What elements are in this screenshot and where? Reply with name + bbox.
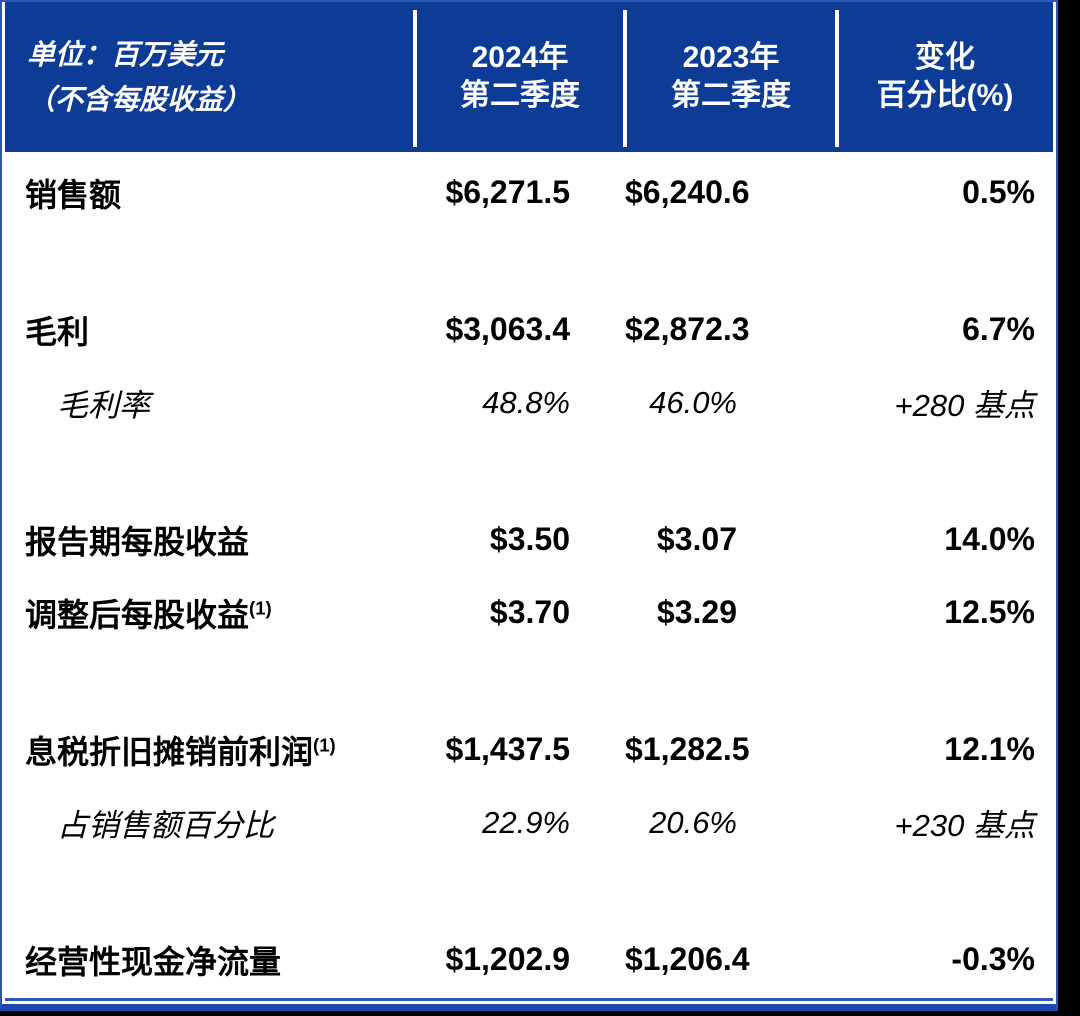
bottom-accent-line bbox=[5, 998, 1053, 1001]
table-row: 报告期每股收益 $3.50 $3.07 14.0% bbox=[5, 503, 1053, 576]
value-q2-2024: $1,202.9 bbox=[445, 941, 570, 977]
unit-label-line1: 单位：百万美元 bbox=[27, 39, 224, 70]
table-row: 销售额 $6,271.5 $6,240.6 0.5% bbox=[5, 156, 1053, 229]
value-change-pct: 14.0% bbox=[944, 521, 1035, 557]
table-row: 息税折旧摊销前利润(1) $1,437.5 $1,282.5 12.1% bbox=[5, 713, 1053, 786]
row-label: 调整后每股收益(1) bbox=[25, 596, 272, 633]
table-section: 毛利 $3,063.4 $2,872.3 6.7% 毛利率 48.8% 46.0% +280 … bbox=[5, 293, 1053, 439]
table-row: 毛利率 48.8% 46.0% +280 基点 bbox=[5, 366, 1053, 439]
table-row: 调整后每股收益(1) $3.70 $3.29 12.5% bbox=[5, 576, 1053, 649]
table-row: 占销售额百分比 22.9% 20.6% +230 基点 bbox=[5, 786, 1053, 859]
table-section: 息税折旧摊销前利润(1) $1,437.5 $1,282.5 12.1% 占销售额百分比… bbox=[5, 713, 1053, 859]
value-q2-2023: $6,240.6 bbox=[625, 174, 750, 210]
value-q2-2023: $1,206.4 bbox=[625, 941, 750, 977]
row-label: 毛利 bbox=[25, 313, 90, 350]
value-change-pct: 12.5% bbox=[944, 594, 1035, 630]
value-q2-2024: $3,063.4 bbox=[445, 311, 570, 347]
column-header-change-pct: 变化 百分比(%) bbox=[837, 2, 1053, 152]
column-header-q2-2024: 2024年 第二季度 bbox=[415, 2, 627, 152]
value-change-pct: 6.7% bbox=[962, 311, 1035, 347]
row-label: 报告期每股收益 bbox=[25, 523, 250, 560]
value-q2-2023: 46.0% bbox=[649, 384, 737, 420]
table-body: 销售额 $6,271.5 $6,240.6 0.5% 毛利 $3,063.4 $2,872.… bbox=[5, 152, 1053, 998]
value-q2-2024: 48.8% bbox=[482, 384, 570, 420]
column-header-line: 百分比(%) bbox=[876, 79, 1014, 112]
value-q2-2024: 22.9% bbox=[482, 804, 570, 840]
table-header: 单位：百万美元 （不含每股收益） 2024年 第二季度 2023年 第二季度 变… bbox=[5, 2, 1053, 152]
unit-label-line2: （不含每股收益） bbox=[27, 84, 252, 115]
table-row: 毛利 $3,063.4 $2,872.3 6.7% bbox=[5, 293, 1053, 366]
value-q2-2023: $2,872.3 bbox=[625, 311, 750, 347]
value-change-pct: +230 基点 bbox=[894, 808, 1035, 843]
column-header-line: 2024年 bbox=[471, 41, 569, 74]
row-label: 销售额 bbox=[25, 176, 122, 213]
column-header-q2-2023: 2023年 第二季度 bbox=[625, 2, 839, 152]
footnote-marker: (1) bbox=[249, 596, 272, 618]
value-q2-2024: $3.70 bbox=[489, 594, 570, 630]
row-label: 息税折旧摊销前利润(1) bbox=[25, 733, 336, 770]
value-change-pct: -0.3% bbox=[951, 941, 1035, 977]
column-header-line: 第二季度 bbox=[671, 79, 791, 112]
value-q2-2024: $3.50 bbox=[489, 521, 570, 557]
column-header-line: 变化 bbox=[915, 41, 975, 74]
value-change-pct: +280 基点 bbox=[894, 388, 1035, 423]
value-q2-2024: $1,437.5 bbox=[445, 731, 570, 767]
value-q2-2024: $6,271.5 bbox=[445, 174, 570, 210]
row-label: 经营性现金净流量 bbox=[25, 943, 282, 980]
row-label: 毛利率 bbox=[57, 388, 150, 423]
value-q2-2023: $1,282.5 bbox=[625, 731, 750, 767]
column-header-line: 第二季度 bbox=[460, 79, 580, 112]
financial-results-table: 单位：百万美元 （不含每股收益） 2024年 第二季度 2023年 第二季度 变… bbox=[0, 0, 1058, 1011]
value-q2-2023: 20.6% bbox=[649, 804, 737, 840]
table-section: 经营性现金净流量 $1,202.9 $1,206.4 -0.3% bbox=[5, 923, 1053, 996]
table-section: 销售额 $6,271.5 $6,240.6 0.5% bbox=[5, 156, 1053, 229]
value-q2-2023: $3.29 bbox=[656, 594, 737, 630]
column-header-line: 2023年 bbox=[682, 41, 780, 74]
value-q2-2023: $3.07 bbox=[656, 521, 737, 557]
unit-label-cell: 单位：百万美元 （不含每股收益） bbox=[5, 2, 417, 152]
value-change-pct: 0.5% bbox=[962, 174, 1035, 210]
table-row: 经营性现金净流量 $1,202.9 $1,206.4 -0.3% bbox=[5, 923, 1053, 996]
value-change-pct: 12.1% bbox=[944, 731, 1035, 767]
table-section: 报告期每股收益 $3.50 $3.07 14.0% 调整后每股收益(1) $3.70 $3.… bbox=[5, 503, 1053, 649]
row-label: 占销售额百分比 bbox=[57, 808, 274, 843]
footnote-marker: (1) bbox=[313, 733, 336, 755]
